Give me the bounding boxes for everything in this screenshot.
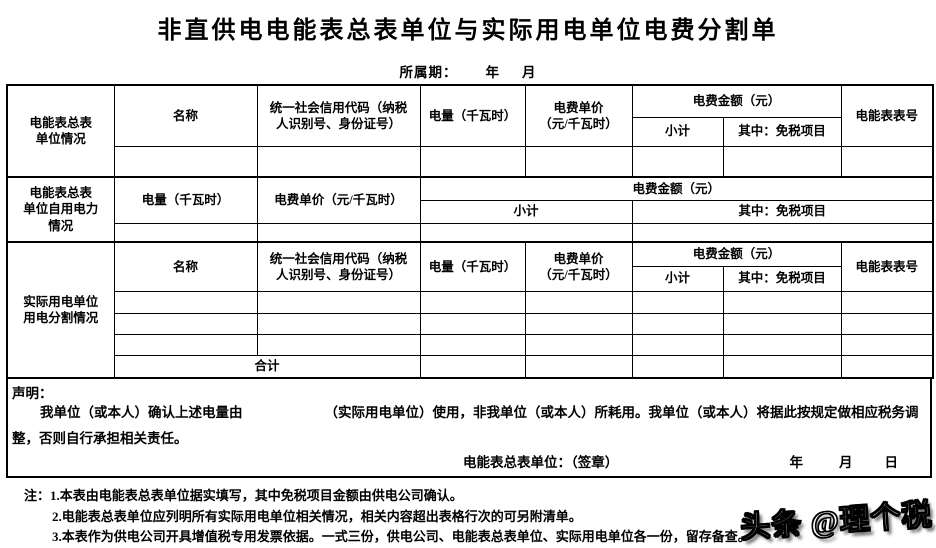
section3-row-header: 实际用电单位 用电分割情况 — [6, 241, 115, 379]
toutiao-watermark: 头条 @理个税 — [738, 498, 934, 545]
empty-cell — [419, 354, 526, 379]
declaration-paragraph: 我单位（或本人）确认上述电量由 （实际用电单位）使用，非我单位（或本人）所耗用。我… — [12, 400, 930, 452]
page-title: 非直供电电能表总表单位与实际用电单位电费分割单 — [157, 18, 779, 44]
col-header-credit-code: 统一社会信用代码（纳税 人识别号、身份证号） — [256, 241, 421, 292]
col-header-name: 名称 — [113, 241, 258, 292]
empty-cell — [419, 145, 526, 178]
empty-cell — [113, 312, 258, 335]
col-header-subtotal: 小计 — [631, 265, 724, 292]
empty-cell — [113, 222, 258, 243]
empty-cell — [631, 354, 724, 379]
empty-cell — [419, 290, 526, 314]
col-header-credit-code: 统一社会信用代码（纳税 人识别号、身份证号） — [256, 84, 421, 147]
empty-cell — [722, 354, 842, 379]
empty-cell — [419, 312, 526, 335]
empty-cell — [631, 145, 724, 178]
col-header-subtotal: 小计 — [419, 199, 633, 224]
period-label: 所属期： — [399, 65, 458, 80]
fee-split-table: 电能表总表 单位情况 名称 统一社会信用代码（纳税 人识别号、身份证号） 电量（… — [6, 84, 935, 379]
col-header-quantity: 电量（千瓦时） — [113, 176, 258, 224]
period-year-label: 年 — [485, 65, 500, 80]
empty-cell — [722, 333, 842, 356]
empty-cell — [256, 222, 421, 243]
empty-cell — [256, 333, 421, 356]
empty-cell — [524, 312, 633, 335]
total-row-label: 合计 — [113, 354, 421, 379]
footnote-line-2: 2.电能表总表单位应列明所有实际用电单位相关情况，相关内容超出表格行次的可另附清… — [52, 507, 751, 528]
col-header-unit-price: 电费单价 （元/千瓦时） — [524, 241, 633, 292]
empty-cell — [631, 290, 724, 314]
empty-cell — [631, 222, 934, 243]
empty-cell — [524, 354, 633, 379]
empty-cell — [631, 333, 724, 356]
col-header-fee-amount: 电费金额（元） — [631, 84, 842, 118]
date-day-label: 日 — [884, 455, 899, 470]
col-header-meter-no: 电能表表号 — [840, 84, 934, 147]
empty-cell — [840, 290, 934, 314]
footnote-item-2: 2.电能表总表单位应列明所有实际用电单位相关情况，相关内容超出表格行次的可另附清… — [52, 508, 582, 524]
empty-cell — [113, 145, 258, 178]
empty-cell — [113, 333, 258, 356]
col-header-unit-price: 电费单价（元/千瓦时） — [256, 176, 421, 224]
col-header-fee-amount: 电费金额（元） — [631, 241, 842, 267]
footnote-line-3: 3.本表作为供电公司开具增值税专用发票依据。一式三份，供电公司、电能表总表单位、… — [52, 527, 751, 548]
period-line: 所属期： 年 月 — [0, 61, 936, 81]
section1-row-header: 电能表总表 单位情况 — [6, 84, 115, 178]
col-header-quantity: 电量（千瓦时） — [419, 241, 526, 292]
footnote-item-1: 1.本表由电能表总表单位据实填写，其中免税项目金额由供电公司确认。 — [50, 488, 463, 503]
empty-cell — [722, 312, 842, 335]
empty-cell — [840, 354, 934, 379]
empty-cell — [840, 312, 934, 335]
declaration-text-part2: （实际用电单位）使用，非我单位（或本人）所耗用。我单位（或本人）将据此按规定做相… — [12, 405, 919, 446]
footnote-item-3: 3.本表作为供电公司开具增值税专用发票依据。一式三份，供电公司、电能表总表单位、… — [52, 529, 751, 544]
empty-cell — [631, 312, 724, 335]
empty-cell — [256, 312, 421, 335]
col-header-unit-price: 电费单价 （元/千瓦时） — [524, 84, 633, 147]
col-header-taxfree: 其中：免税项目 — [722, 265, 842, 292]
empty-cell — [524, 290, 633, 314]
section2-row-header: 电能表总表 单位自用电力 情况 — [6, 176, 115, 243]
empty-cell — [419, 333, 526, 356]
col-header-subtotal: 小计 — [631, 116, 724, 147]
col-header-meter-no: 电能表表号 — [840, 241, 934, 292]
empty-cell — [722, 145, 842, 178]
col-header-quantity: 电量（千瓦时） — [419, 84, 526, 147]
signature-label: 电能表总表单位：（签章） — [463, 455, 619, 470]
empty-cell — [113, 290, 258, 314]
footnote-line-1: 注：1.本表由电能表总表单位据实填写，其中免税项目金额由供电公司确认。 — [24, 486, 751, 507]
empty-cell — [840, 333, 934, 356]
empty-cell — [419, 222, 633, 243]
date-month-label: 月 — [839, 455, 853, 470]
col-header-name: 名称 — [113, 84, 258, 147]
footnotes: 注：1.本表由电能表总表单位据实填写，其中免税项目金额由供电公司确认。 2.电能… — [24, 486, 751, 548]
empty-cell — [524, 333, 633, 356]
empty-cell — [722, 290, 842, 314]
footnote-prefix: 注： — [24, 488, 51, 503]
col-header-taxfree: 其中：免税项目 — [631, 199, 934, 224]
declaration-box: 声明： 我单位（或本人）确认上述电量由 （实际用电单位）使用，非我单位（或本人）所… — [6, 377, 932, 478]
declaration-text-part1: 我单位（或本人）确认上述电量由 — [40, 405, 243, 420]
empty-cell — [256, 290, 421, 314]
declaration-heading: 声明： — [12, 386, 53, 401]
period-month-label: 月 — [522, 65, 537, 80]
signature-date-line: 年月日 — [790, 451, 899, 471]
col-header-taxfree: 其中：免税项目 — [722, 116, 842, 147]
empty-cell — [840, 145, 934, 178]
empty-cell — [524, 145, 633, 178]
empty-cell — [256, 145, 421, 178]
col-header-fee-amount: 电费金额（元） — [419, 176, 934, 201]
date-year-label: 年 — [789, 455, 804, 470]
